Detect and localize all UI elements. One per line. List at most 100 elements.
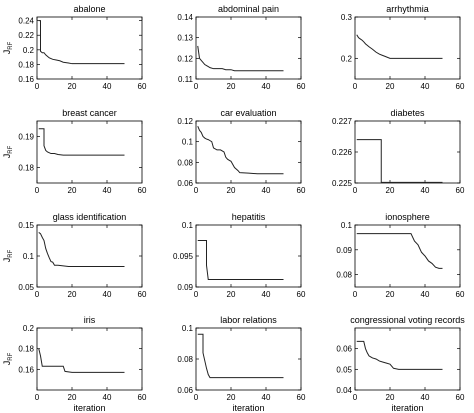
series-line — [356, 139, 443, 183]
series-line — [38, 128, 125, 156]
x-tick-label: 60 — [297, 393, 306, 402]
y-axis-label: JRF — [2, 145, 14, 158]
y-tick-label: 0.11 — [178, 75, 194, 84]
y-tick-label: 0.08 — [336, 271, 352, 280]
x-tick-label: 60 — [138, 82, 147, 91]
y-tick-label: 0.09 — [177, 283, 193, 292]
subplot-5: car evaluation 0 20 40 60 0.06 0.08 0.1 0.12 — [177, 108, 306, 195]
x-tick-label: 0 — [353, 82, 358, 91]
x-tick-label: 60 — [297, 82, 306, 91]
x-tick-label: 20 — [386, 393, 395, 402]
series-line — [356, 340, 443, 370]
series-line — [197, 333, 284, 379]
x-tick-label: 40 — [103, 186, 112, 195]
x-tick-label: 60 — [138, 186, 147, 195]
y-tick-label: 0.1 — [182, 221, 194, 230]
subplot-8: hepatitis 0 20 40 60 0.09 0.095 0.1 — [173, 212, 306, 299]
y-tick-label: 0.19 — [18, 133, 34, 142]
x-tick-label: 0 — [194, 393, 199, 402]
subplot-6: diabetes 0 20 40 60 0.225 0.226 0.227 — [332, 108, 465, 195]
y-tick-label: 0.18 — [18, 60, 34, 69]
subplot-title: car evaluation — [220, 108, 276, 118]
x-tick-label: 60 — [456, 393, 465, 402]
y-tick-label: 0.1 — [182, 324, 194, 333]
y-axis-label: JRF — [2, 249, 14, 262]
x-tick-label: 20 — [386, 186, 395, 195]
series-line — [197, 45, 284, 72]
series-line — [356, 34, 443, 59]
y-tick-label: 0.2 — [23, 46, 35, 55]
y-tick-label: 0.08 — [177, 355, 193, 364]
y-tick-label: 0.12 — [177, 54, 193, 63]
subplot-12: congressional voting records 0 20 40 60 0.04 0… — [336, 315, 465, 413]
subplot-title: ionosphere — [385, 212, 430, 222]
x-tick-label: 40 — [421, 186, 430, 195]
y-tick-label: 0.06 — [177, 386, 193, 395]
x-tick-label: 0 — [353, 290, 358, 299]
x-tick-label: 20 — [227, 186, 236, 195]
y-tick-label: 0.16 — [18, 365, 34, 374]
subplot-title: labor relations — [220, 315, 277, 325]
x-tick-label: 40 — [262, 290, 271, 299]
x-tick-label: 40 — [103, 82, 112, 91]
y-tick-label: 0.1 — [341, 221, 353, 230]
x-tick-label: 60 — [297, 186, 306, 195]
subplot-3: arrhythmia 0 20 40 60 0.2 0.3 — [341, 4, 465, 91]
plot-frame — [195, 16, 302, 80]
x-tick-label: 20 — [227, 290, 236, 299]
x-tick-label: 20 — [68, 82, 77, 91]
y-tick-label: 0.18 — [18, 345, 34, 354]
y-tick-label: 0.06 — [336, 345, 352, 354]
subplot-9: ionosphere 0 20 40 60 0.08 0.09 0.1 — [336, 212, 465, 299]
x-tick-label: 0 — [353, 393, 358, 402]
x-tick-label: 40 — [421, 393, 430, 402]
x-tick-label: 60 — [297, 290, 306, 299]
y-tick-label: 0.2 — [23, 324, 35, 333]
y-tick-label: 0.08 — [177, 158, 193, 167]
y-tick-label: 0.18 — [18, 164, 34, 173]
x-tick-label: 20 — [68, 290, 77, 299]
subplot-10: iris 0 20 40 60 0.16 0.18 0.2 JRF iteration — [2, 315, 147, 413]
y-tick-label: 0.14 — [177, 13, 193, 22]
y-tick-label: 0.15 — [18, 221, 34, 230]
y-tick-label: 0.227 — [332, 117, 353, 126]
x-tick-label: 60 — [456, 82, 465, 91]
y-axis-label-main: J — [2, 361, 12, 366]
plot-frame — [36, 327, 143, 391]
x-tick-label: 0 — [35, 186, 40, 195]
y-tick-label: 0.16 — [18, 75, 34, 84]
y-tick-label: 0.095 — [173, 252, 194, 261]
subplot-title: congressional voting records — [350, 315, 465, 325]
x-tick-label: 40 — [262, 186, 271, 195]
y-tick-label: 0.1 — [182, 138, 194, 147]
y-tick-label: 0.05 — [336, 365, 352, 374]
plot-frame — [195, 327, 302, 391]
x-tick-label: 40 — [421, 290, 430, 299]
y-tick-label: 0.1 — [23, 252, 35, 261]
x-axis-label: iteration — [73, 403, 105, 413]
subplot-title: breast cancer — [62, 108, 117, 118]
y-tick-label: 0.12 — [177, 117, 193, 126]
y-tick-label: 0.13 — [177, 34, 193, 43]
x-tick-label: 20 — [68, 186, 77, 195]
series-line — [197, 240, 284, 281]
x-tick-label: 40 — [262, 82, 271, 91]
x-tick-label: 60 — [138, 290, 147, 299]
series-line — [197, 125, 284, 175]
x-tick-label: 0 — [194, 82, 199, 91]
subplot-title: iris — [84, 315, 96, 325]
x-tick-label: 0 — [194, 186, 199, 195]
y-tick-label: 0.04 — [336, 386, 352, 395]
x-tick-label: 20 — [227, 393, 236, 402]
y-axis-label-sub: RF — [8, 249, 14, 257]
x-tick-label: 20 — [227, 82, 236, 91]
x-tick-label: 60 — [456, 290, 465, 299]
y-axis-label-sub: RF — [8, 145, 14, 153]
subplot-title: glass identification — [53, 212, 127, 222]
subplot-title: diabetes — [390, 108, 425, 118]
x-tick-label: 40 — [103, 290, 112, 299]
plot-frame — [36, 120, 143, 184]
x-axis-label: iteration — [391, 403, 423, 413]
plot-frame — [36, 224, 143, 288]
y-tick-label: 0.09 — [336, 246, 352, 255]
